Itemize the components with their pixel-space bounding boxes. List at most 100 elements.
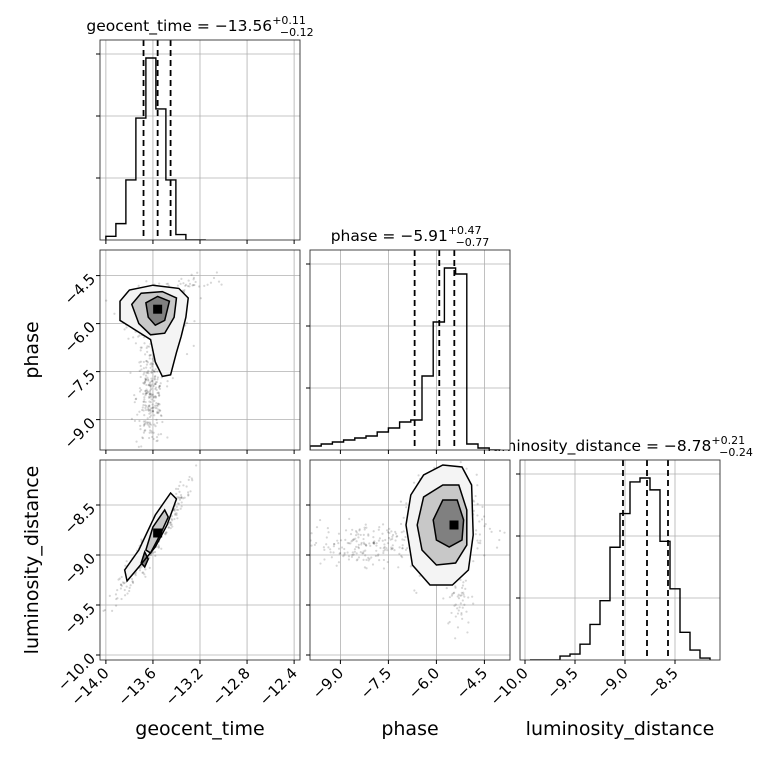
sample-point	[128, 589, 131, 593]
histogram-panel-phase	[310, 250, 510, 450]
sample-point	[147, 345, 151, 348]
sample-point	[325, 543, 328, 546]
sample-point	[498, 538, 501, 542]
sample-point	[147, 424, 150, 427]
axes-frame	[309, 459, 511, 661]
sample-point	[171, 519, 174, 522]
sample-point	[355, 559, 358, 562]
sample-point	[123, 588, 126, 592]
sample-point	[144, 392, 147, 395]
sample-point	[134, 398, 137, 401]
sample-point	[475, 529, 478, 532]
sample-point	[456, 595, 459, 598]
density-peak	[449, 520, 459, 530]
sample-point	[144, 378, 147, 382]
sample-point	[149, 389, 152, 393]
sample-point	[105, 299, 108, 302]
sample-point	[138, 387, 142, 390]
sample-point	[149, 388, 152, 391]
sample-point	[158, 282, 161, 285]
sample-point	[120, 597, 123, 601]
sample-point	[490, 530, 493, 533]
sample-point	[409, 565, 412, 568]
sample-point	[447, 622, 450, 625]
sample-point	[404, 548, 408, 551]
sample-point	[151, 379, 154, 382]
sample-point	[159, 414, 163, 417]
sample-point	[337, 547, 341, 550]
sample-point	[315, 526, 319, 529]
sample-point	[179, 493, 183, 497]
sample-point	[148, 422, 152, 425]
sample-point	[399, 500, 403, 503]
sample-point	[157, 545, 160, 548]
sample-point	[147, 379, 150, 382]
sample-point	[365, 544, 368, 547]
sample-point	[349, 533, 353, 536]
sample-point	[369, 544, 372, 547]
sample-point	[462, 591, 465, 594]
sample-point	[147, 371, 150, 375]
sample-point	[308, 549, 310, 551]
sample-point	[139, 360, 143, 363]
x-tick-label-luminosity-distance: −9.0	[593, 664, 631, 702]
sample-point	[151, 368, 154, 372]
sample-point	[144, 420, 147, 423]
sample-point	[462, 581, 465, 584]
sample-point	[378, 537, 382, 540]
sample-point	[127, 337, 130, 340]
sample-point	[185, 352, 189, 356]
sample-point	[472, 560, 475, 563]
sample-point	[483, 525, 486, 528]
sample-point	[147, 396, 151, 399]
sample-point	[153, 423, 156, 426]
sample-point	[386, 542, 390, 545]
sample-point	[150, 383, 153, 386]
sample-point	[144, 353, 147, 356]
sample-point	[167, 526, 171, 529]
sample-point	[412, 481, 416, 484]
sample-point	[152, 396, 155, 399]
sample-point	[368, 542, 371, 545]
x-tick-label-luminosity-distance: −10.0	[487, 664, 532, 709]
sample-point	[131, 580, 135, 583]
sample-point	[379, 546, 382, 550]
sample-point	[114, 593, 118, 596]
sample-point	[148, 431, 151, 434]
sample-point	[418, 574, 421, 578]
sample-point	[151, 409, 154, 413]
sample-point	[209, 281, 213, 284]
sample-point	[152, 369, 155, 372]
sample-point	[145, 280, 148, 283]
sample-point	[124, 564, 127, 567]
sample-point	[391, 533, 395, 537]
sample-point	[337, 532, 341, 535]
sample-point	[484, 523, 487, 526]
sample-point	[148, 391, 151, 394]
sample-point	[166, 385, 169, 388]
sample-point	[394, 532, 398, 535]
sample-point	[372, 536, 375, 539]
sample-point	[415, 591, 418, 594]
sample-point	[460, 613, 463, 616]
sample-point	[401, 538, 404, 541]
axes-frame	[519, 459, 721, 661]
panel-bg	[520, 460, 720, 660]
sample-point	[451, 593, 454, 596]
sample-point	[134, 574, 137, 577]
y-tick-label-phase: −4.5	[61, 270, 99, 308]
sample-point	[357, 546, 360, 549]
sample-point	[148, 393, 151, 396]
sample-point	[357, 546, 361, 550]
sample-point	[144, 378, 147, 381]
sample-point	[147, 390, 150, 394]
sample-point	[143, 381, 146, 384]
sample-point	[351, 553, 354, 557]
sample-point	[363, 528, 366, 531]
sample-point	[148, 556, 151, 559]
sample-point	[147, 384, 150, 387]
sample-point	[357, 556, 361, 559]
sample-point	[335, 564, 338, 567]
sample-point	[330, 556, 333, 559]
sample-point	[138, 369, 141, 372]
